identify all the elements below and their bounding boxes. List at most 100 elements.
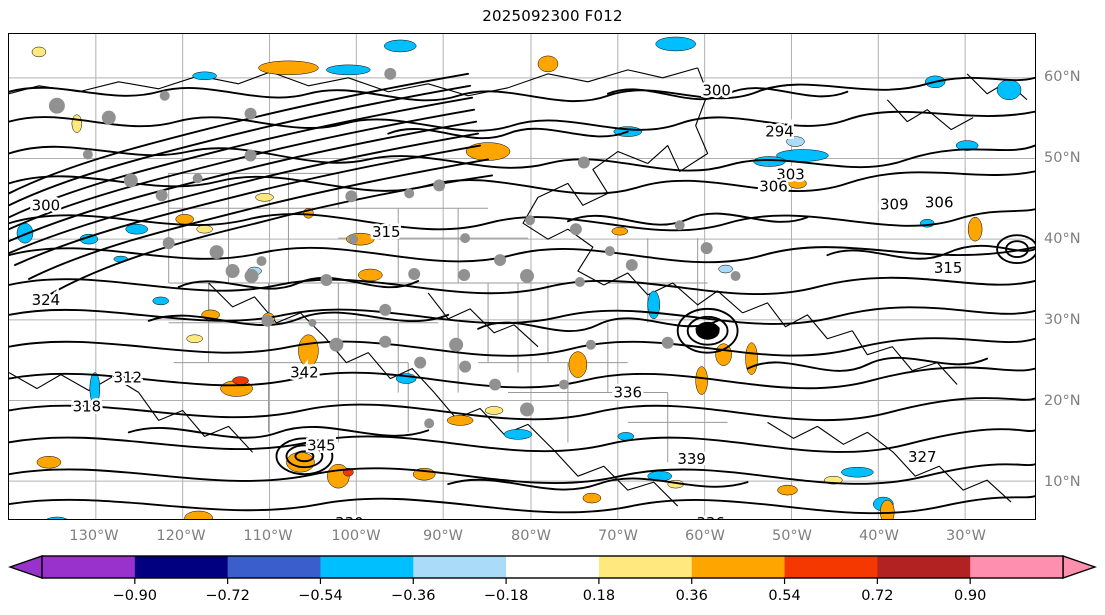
station-marker <box>244 149 257 162</box>
station-marker <box>379 303 392 316</box>
contour-label-halo: 342 <box>290 364 319 382</box>
contour-label-halo: 330 <box>335 514 364 519</box>
station-marker <box>460 233 471 244</box>
station-marker <box>577 156 590 169</box>
lon-tick-30w: 30°W <box>945 528 987 544</box>
colorbar-segment[interactable] <box>691 556 786 578</box>
station-marker <box>159 90 170 101</box>
contour-label: 342 <box>290 364 319 382</box>
contour-label: 309 <box>880 195 909 213</box>
station-marker <box>414 356 427 369</box>
contour-label: 300 <box>702 82 731 100</box>
colorbar-segment[interactable] <box>134 556 229 578</box>
contour-label-halo: 300 <box>702 82 731 100</box>
station-marker <box>225 264 240 278</box>
colorbar-extend-min-arrow <box>8 555 43 579</box>
station-marker <box>320 274 333 286</box>
station-marker <box>408 268 421 280</box>
colorbar-segment[interactable] <box>598 556 693 578</box>
lat-tick-60n: 60°N <box>1044 69 1081 85</box>
station-marker <box>585 339 596 350</box>
colorbar-tick-label: 0.18 <box>582 588 616 604</box>
station-marker <box>244 107 257 120</box>
station-marker <box>345 190 358 203</box>
station-marker <box>123 173 138 188</box>
station-marker <box>379 335 392 348</box>
contour-label: 336 <box>614 384 643 402</box>
colorbar-segment[interactable] <box>320 556 414 578</box>
contour-label: 306 <box>925 193 954 211</box>
station-marker <box>489 378 502 391</box>
contour-lines <box>9 72 1035 515</box>
station-marker <box>700 242 713 255</box>
lat-tick-20n: 20°N <box>1044 393 1081 409</box>
station-marker <box>520 269 534 283</box>
station-marker <box>308 318 317 327</box>
contour-label-halo: 327 <box>908 448 937 466</box>
lon-tick-100w: 100°W <box>331 528 381 544</box>
map-panel[interactable]: 294 294 300 300 300 300 303 303 306 306 306 306 309 3… <box>8 33 1036 520</box>
station-marker <box>433 179 446 192</box>
contour-label-halo: 318 <box>73 397 102 415</box>
station-marker <box>558 379 569 390</box>
colorbar-tick-label: −0.72 <box>205 588 250 604</box>
colorbar-segment[interactable] <box>877 556 971 578</box>
contour-label: 336 <box>696 514 725 519</box>
station-marker <box>661 336 674 349</box>
colorbar-segment[interactable] <box>227 556 321 578</box>
lon-tick-50w: 50°W <box>771 528 813 544</box>
colorbar-segment[interactable] <box>784 556 878 578</box>
station-marker <box>192 173 203 184</box>
colorbar-segment[interactable] <box>506 556 600 578</box>
station-marker <box>329 337 344 352</box>
station-marker <box>569 223 582 236</box>
station-marker <box>209 245 224 260</box>
station-marker <box>494 254 507 267</box>
contour-label: 345 <box>307 436 336 454</box>
station-marker <box>348 234 359 245</box>
colorbar-extend-max-arrow <box>1062 555 1097 579</box>
lon-tick-90w: 90°W <box>422 528 464 544</box>
station-marker <box>730 271 741 281</box>
contour-label-halo: 303 <box>776 165 805 183</box>
contour-label-halo: 300 <box>32 196 61 214</box>
contour-label: 339 <box>677 450 706 468</box>
lon-tick-40w: 40°W <box>858 528 900 544</box>
contour-label: 303 <box>776 165 805 183</box>
contour-label-halo: 306 <box>759 177 788 195</box>
station-marker <box>101 110 116 125</box>
colorbar-segment[interactable] <box>42 556 136 578</box>
colorbar-tick-label: 0.36 <box>675 588 708 604</box>
contour-label-halo: 306 <box>925 193 954 211</box>
station-marker <box>256 256 267 267</box>
contour-label-halo: 324 <box>32 291 61 309</box>
contour-label: 315 <box>372 223 401 241</box>
station-marker <box>155 189 168 202</box>
colorbar-segment[interactable] <box>413 556 507 578</box>
station-marker <box>524 215 535 226</box>
colorbar-swatches[interactable] <box>8 552 1097 586</box>
station-marker <box>449 337 464 352</box>
contour-label-halo: 336 <box>696 514 725 519</box>
lon-tick-130w: 130°W <box>69 528 119 544</box>
colorbar[interactable] <box>8 552 1097 586</box>
station-marker <box>384 67 397 80</box>
contour-label-halo: 315 <box>372 223 401 241</box>
station-marker <box>604 246 615 257</box>
map-plot-area[interactable]: 2942943003003003003033033063063063063093… <box>9 34 1035 519</box>
station-marker <box>674 220 685 231</box>
colorbar-tick-label: −0.36 <box>391 588 436 604</box>
station-marker <box>520 402 534 417</box>
colorbar-segment[interactable] <box>970 556 1064 578</box>
contour-label: 318 <box>73 397 102 415</box>
colorbar-tick-label: 0.90 <box>954 588 987 604</box>
contour-label-halo: 312 <box>113 369 142 387</box>
colorbar-tick-label: −0.54 <box>298 588 343 604</box>
graticule-gridlines <box>9 34 1035 519</box>
lat-tick-30n: 30°N <box>1044 312 1081 328</box>
colorbar-tick-label: −0.18 <box>483 588 529 604</box>
contour-inline-labels: 2942943003003003003033033063063063063093… <box>29 79 965 519</box>
station-marker <box>459 360 472 373</box>
contour-label: 312 <box>113 369 142 387</box>
